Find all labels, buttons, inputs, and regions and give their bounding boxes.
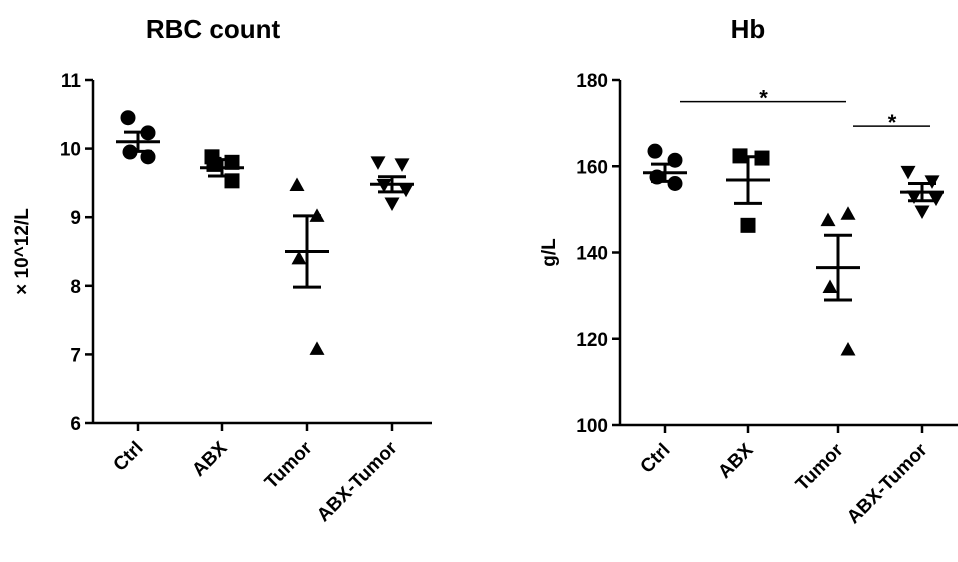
x-tick-label: Tumor — [261, 437, 317, 493]
y-tick-label: 9 — [70, 208, 81, 229]
significance-label: * — [759, 86, 768, 111]
chart-panel: Hb g/L 100 120 140 160 180 Ctrl ABX TumorABX-Tumo… — [539, 14, 958, 528]
y-tick-label: 10 — [60, 140, 81, 161]
y-tick-label: 11 — [61, 71, 82, 92]
x-tick-label: Ctrl — [110, 438, 148, 476]
error-bar — [293, 214, 321, 289]
data-point — [914, 205, 930, 220]
y-tick-label: 7 — [70, 345, 81, 366]
data-point — [120, 110, 136, 126]
y-tick-label: 180 — [576, 71, 608, 92]
data-point — [394, 158, 410, 172]
x-tick-label: Tumor — [792, 439, 848, 495]
x-tick-label: ABX — [714, 439, 757, 482]
y-tick-label: 120 — [576, 330, 608, 351]
error-bar — [824, 233, 852, 302]
data-point — [906, 190, 922, 204]
y-axis-label: × 10^12/L — [12, 208, 33, 295]
error-bar — [908, 182, 936, 203]
error-bar — [208, 158, 236, 178]
chart-panel: RBC count × 10^12/L 6 7 8 9 10 11 Ctrl ABX TumorAB… — [12, 14, 432, 526]
data-point — [900, 165, 916, 180]
y-axis-label: g/L — [539, 238, 560, 267]
x-tick-label: ABX — [188, 437, 231, 480]
chart-title: Hb — [731, 14, 766, 44]
data-point — [822, 279, 838, 293]
x-tick-label: Ctrl — [637, 440, 675, 478]
x-tick-label: ABX-Tumor — [843, 439, 932, 528]
data-point — [740, 217, 756, 233]
data-point — [667, 176, 683, 191]
data-point — [289, 177, 305, 191]
data-point — [840, 342, 856, 356]
y-tick-label: 6 — [70, 414, 81, 435]
chart-title: RBC count — [146, 14, 281, 44]
data-point — [820, 212, 836, 227]
data-point — [840, 206, 856, 220]
error-bar — [378, 175, 406, 194]
data-point — [291, 250, 307, 265]
data-point — [647, 143, 663, 159]
y-tick-label: 160 — [576, 157, 608, 178]
error-bar — [734, 155, 762, 205]
error-bar — [124, 130, 152, 153]
y-tick-label: 8 — [70, 277, 81, 298]
significance-label: * — [888, 110, 897, 135]
data-point — [384, 197, 400, 211]
data-point — [140, 149, 156, 165]
error-bar — [651, 162, 679, 183]
x-tick-label: ABX-Tumor — [313, 437, 402, 526]
data-point — [370, 156, 386, 170]
y-tick-label: 140 — [576, 244, 608, 265]
y-tick-label: 100 — [576, 416, 608, 437]
data-point — [309, 341, 325, 355]
